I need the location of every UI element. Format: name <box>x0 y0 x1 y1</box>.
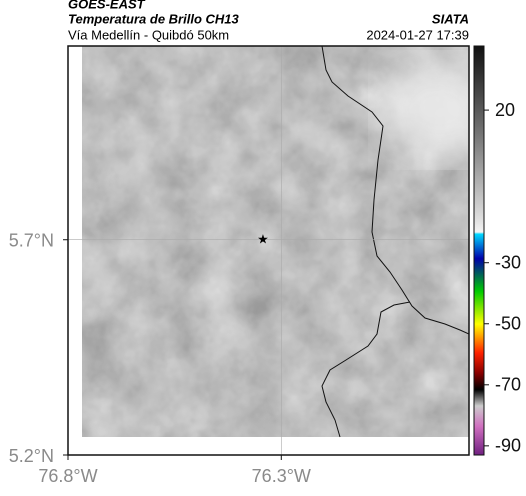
map-area: ★ <box>68 46 469 455</box>
x-tick-label: 76.8°W <box>38 466 97 486</box>
grid <box>68 46 469 455</box>
colorbar-tick-label: 20 <box>495 100 515 120</box>
subtitle: Temperatura de Brillo CH13 <box>68 11 240 26</box>
ticks: 76.8°W 76.3°W 5.2°N 5.7°N 20 -30 -50 -70 -90 <box>9 100 521 486</box>
bright-cloud <box>380 60 469 160</box>
border <box>321 46 469 335</box>
border <box>321 301 411 438</box>
colorbar-tick-label: -90 <box>495 436 521 456</box>
x-tick-label: 76.3°W <box>252 466 311 486</box>
title: GOES-EAST <box>68 0 146 11</box>
y-tick-label: 5.2°N <box>9 446 54 466</box>
timestamp: 2024-01-27 17:39 <box>366 27 469 42</box>
y-tick-label: 5.7°N <box>9 230 54 250</box>
location: Vía Medellín - Quibdó 50km <box>68 27 229 42</box>
colorbar <box>473 45 485 456</box>
station-marker: ★ <box>257 231 269 246</box>
source: SIATA <box>432 11 469 26</box>
colorbar-tick-label: -50 <box>495 314 521 334</box>
map-frame <box>67 45 470 456</box>
colorbar-tick-label: -30 <box>495 252 521 272</box>
colorbar-tick-label: -70 <box>495 375 521 395</box>
